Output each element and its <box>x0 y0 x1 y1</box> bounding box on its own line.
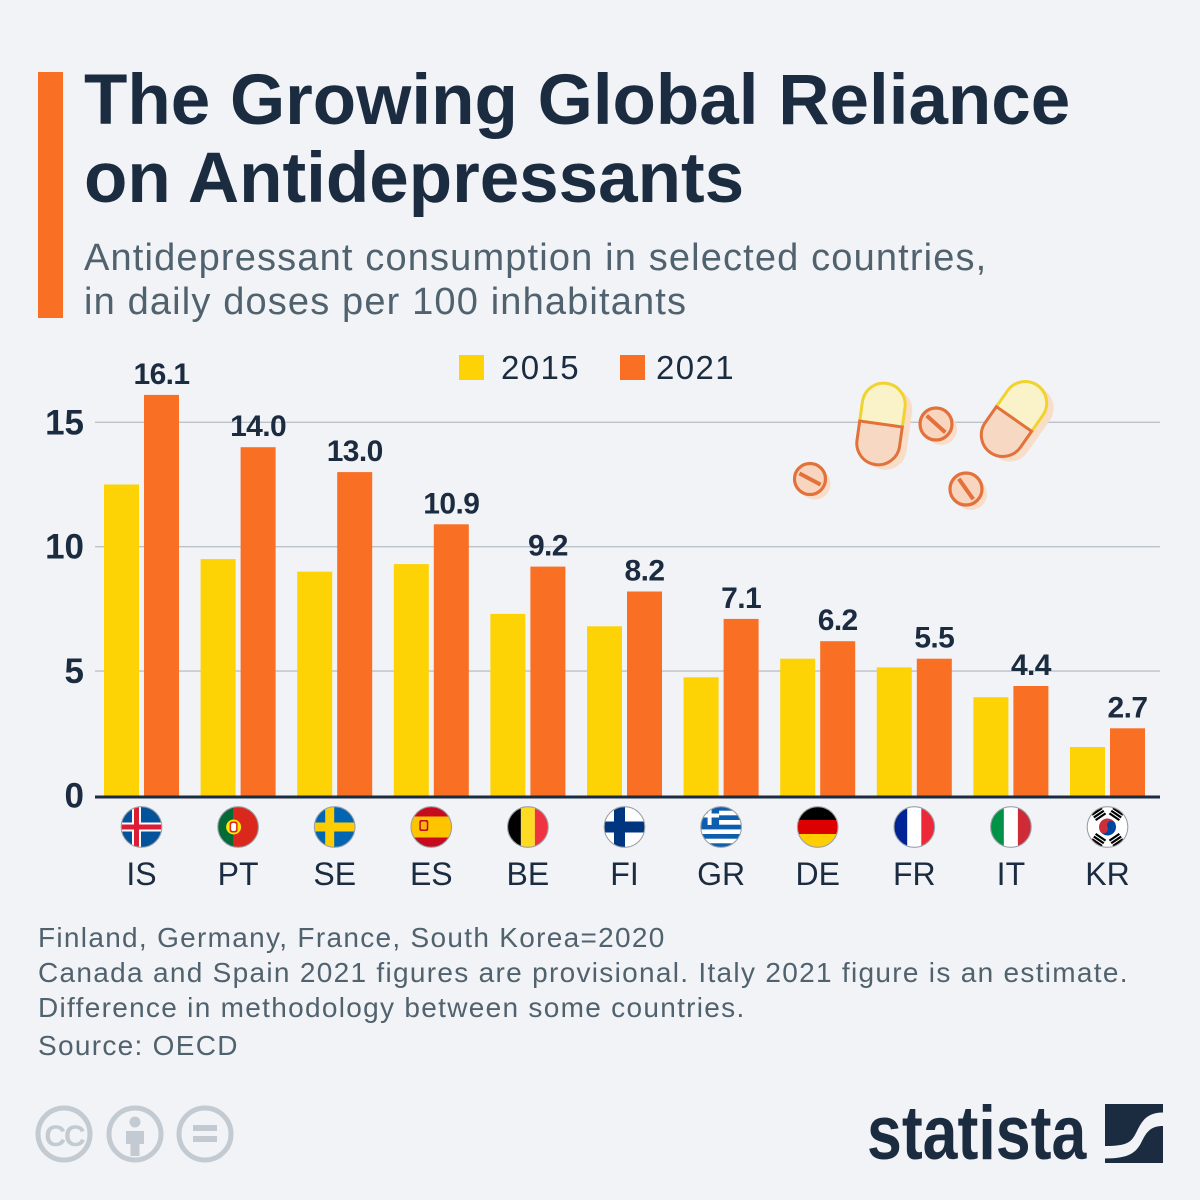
svg-text:DE: DE <box>795 856 839 892</box>
svg-text:GR: GR <box>697 856 745 892</box>
svg-text:IT: IT <box>997 856 1025 892</box>
svg-text:FR: FR <box>893 856 936 892</box>
svg-text:BE: BE <box>507 856 550 892</box>
svg-text:0: 0 <box>65 777 84 816</box>
svg-text:8.2: 8.2 <box>625 555 665 588</box>
svg-text:CC: CC <box>44 1120 85 1153</box>
svg-text:7.1: 7.1 <box>721 582 761 615</box>
svg-text:16.1: 16.1 <box>134 358 190 391</box>
svg-text:10: 10 <box>45 528 84 567</box>
svg-text:FI: FI <box>610 856 638 892</box>
svg-text:10.9: 10.9 <box>423 487 479 520</box>
svg-text:4.4: 4.4 <box>1011 649 1052 682</box>
svg-text:2.7: 2.7 <box>1108 691 1148 724</box>
svg-text:IS: IS <box>126 856 156 892</box>
svg-text:5.5: 5.5 <box>914 622 954 655</box>
svg-text:PT: PT <box>218 856 259 892</box>
svg-text:14.0: 14.0 <box>230 410 286 443</box>
svg-text:15: 15 <box>45 403 84 442</box>
svg-text:13.0: 13.0 <box>327 435 383 468</box>
svg-text:9.2: 9.2 <box>528 530 568 563</box>
svg-text:KR: KR <box>1085 856 1129 892</box>
svg-text:6.2: 6.2 <box>818 604 858 637</box>
svg-text:SE: SE <box>313 856 356 892</box>
svg-text:ES: ES <box>410 856 453 892</box>
svg-text:5: 5 <box>65 652 84 691</box>
